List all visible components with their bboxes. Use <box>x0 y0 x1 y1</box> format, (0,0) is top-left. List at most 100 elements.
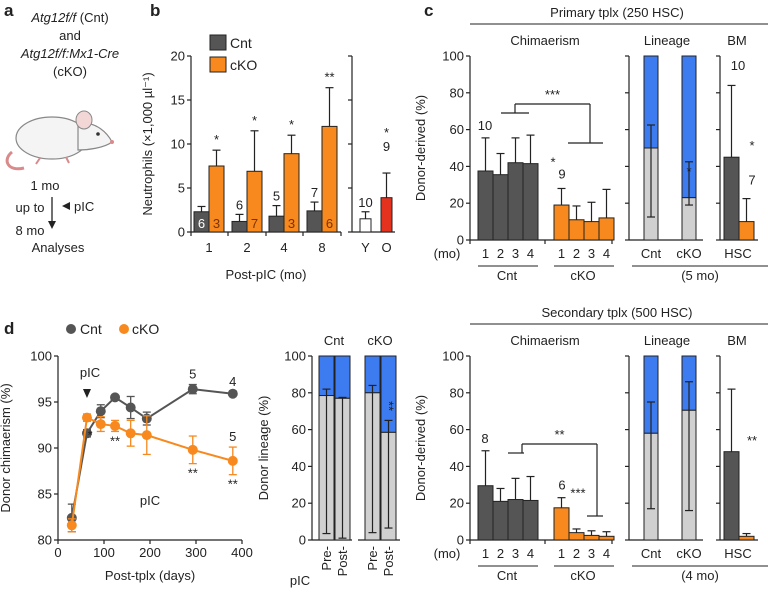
b-significance: ** <box>324 70 334 85</box>
dl-y-axis-tick-label: 20 <box>292 496 306 511</box>
c-bm-significance: ** <box>747 433 757 448</box>
b-y-axis-tick-label: 10 <box>171 137 185 152</box>
c-lineage-title: Lineage <box>644 33 690 48</box>
b-age-bar <box>359 218 372 233</box>
c-bar-cKO <box>553 507 570 541</box>
c-bar-cKO <box>568 219 585 241</box>
c-lineage-tick-label: cKO <box>676 246 701 261</box>
d-point-Cnt <box>227 388 238 399</box>
d-point-cKO <box>141 430 152 441</box>
c-x-tick-label: 3 <box>512 246 519 261</box>
panel-label-a: a <box>4 1 14 20</box>
c-bm-bar <box>738 221 755 241</box>
c-x-tick-label: 2 <box>573 546 580 561</box>
legend-swatch-cko <box>209 56 227 73</box>
c-bm-bar <box>738 535 755 541</box>
pic-label: pIC <box>74 199 94 214</box>
b-bar-Cnt <box>306 210 323 233</box>
b-x-tick-label: 2 <box>243 240 250 255</box>
c-time-label: (4 mo) <box>681 568 719 583</box>
d-line-cKO <box>70 416 234 526</box>
dl-x-unit: pIC <box>290 573 310 588</box>
d-x-tick-label: 400 <box>231 545 253 560</box>
mouse-illustration <box>5 110 114 171</box>
b-n-label-cKO: 7 <box>251 216 258 231</box>
d-y-axis-tick-label: 100 <box>30 349 52 364</box>
b-n-label-cKO: 3 <box>213 216 220 231</box>
c-x-tick-label: 4 <box>527 246 534 261</box>
d-y-axis-tick-label: 95 <box>38 395 52 410</box>
pic-arrowhead-icon <box>82 389 91 398</box>
b-age-n-label: 10 <box>358 195 372 210</box>
b-age-n-label: 9 <box>383 139 390 154</box>
c-x-unit: (mo) <box>434 246 461 261</box>
dl-tick-label: Post- <box>381 546 396 576</box>
d-point-cKO <box>125 428 136 439</box>
b-age-tick-label: O <box>381 240 391 255</box>
b-significance: * <box>214 132 219 147</box>
dl-y-axis-tick-label: 60 <box>292 422 306 437</box>
d-y-axis-tick-label: 85 <box>38 487 52 502</box>
dl-tick-label: Pre- <box>319 546 334 571</box>
legend-marker-Cnt <box>66 324 76 334</box>
d-n-label: 5 <box>189 367 196 382</box>
c-x-tick-label: 2 <box>573 246 580 261</box>
c-bar-cKO <box>553 204 570 241</box>
c-bm-n-label: 7 <box>748 173 755 188</box>
d-point-cKO <box>187 444 198 455</box>
b-y-axis-tick-label: 15 <box>171 93 185 108</box>
dl-tick-label: Pre- <box>365 546 380 571</box>
d-point-cKO <box>110 420 121 431</box>
d-x-tick-label: 0 <box>54 545 61 560</box>
c-chimaerism-title: Chimaerism <box>510 33 579 48</box>
c-x-tick-label: 1 <box>482 546 489 561</box>
d-n-label: 4 <box>229 374 236 389</box>
d-n-label: 5 <box>229 429 236 444</box>
c-y-axis-tick-label: 100 <box>442 49 464 64</box>
b-n-label-cKO: 3 <box>288 216 295 231</box>
start-time: 1 mo <box>31 178 60 193</box>
b-x-tick-label: 1 <box>205 240 212 255</box>
d-point-Cnt <box>110 392 121 403</box>
dl-y-axis-tick-label: 40 <box>292 459 306 474</box>
c-y-axis-tick-label: 40 <box>450 159 464 174</box>
d-significance: ** <box>228 477 238 492</box>
c-bar-Cnt <box>522 163 539 241</box>
c-chimaerism-title: Chimaerism <box>510 333 579 348</box>
c-bar-Cnt <box>492 500 509 541</box>
c-y-axis-tick-label: 80 <box>450 85 464 100</box>
panel-label-d: d <box>4 319 14 338</box>
arrow-head-icon <box>48 221 56 229</box>
d-point-cKO <box>95 419 106 430</box>
b-bar-Cnt <box>268 215 285 233</box>
c-y-axis-tick-label: 40 <box>450 459 464 474</box>
d-legend-label-cKO: cKO <box>132 321 159 337</box>
d-significance: ** <box>188 466 198 481</box>
c-n-label: 10 <box>478 118 492 133</box>
d-significance: * <box>87 427 92 442</box>
c-bm-tick-label: HSC <box>724 246 751 261</box>
c-y-axis-tick-label: 0 <box>457 233 464 248</box>
dl-group-label: Cnt <box>324 333 345 348</box>
b-y-axis-tick-label: 20 <box>171 49 185 64</box>
c-bar-Cnt <box>507 499 524 541</box>
b-y-label: Neutrophils (×1,000 µl⁻¹) <box>140 72 155 215</box>
c-bar-Cnt <box>507 162 524 241</box>
d-y-axis-tick-label: 90 <box>38 441 52 456</box>
c-x-tick-label: 3 <box>588 546 595 561</box>
d-legend-label-Cnt: Cnt <box>80 321 102 337</box>
c-bm-n-label: 10 <box>731 58 745 73</box>
analyses-text: Analyses <box>32 240 85 255</box>
c-x-tick-label: 3 <box>512 546 519 561</box>
c-y-axis-tick-label: 60 <box>450 422 464 437</box>
and-text: and <box>59 28 81 43</box>
legend-label-cko: cKO <box>230 57 257 73</box>
c-y-label: Donor-derived (%) <box>413 95 428 201</box>
c-bracket-significance: ** <box>554 427 564 442</box>
c-y-axis-tick-label: 20 <box>450 196 464 211</box>
c-bm-title: BM <box>727 33 747 48</box>
dl-tick-label: Post- <box>335 546 350 576</box>
c-x-tick-label: 3 <box>588 246 595 261</box>
c-bar-cKO <box>568 532 585 541</box>
